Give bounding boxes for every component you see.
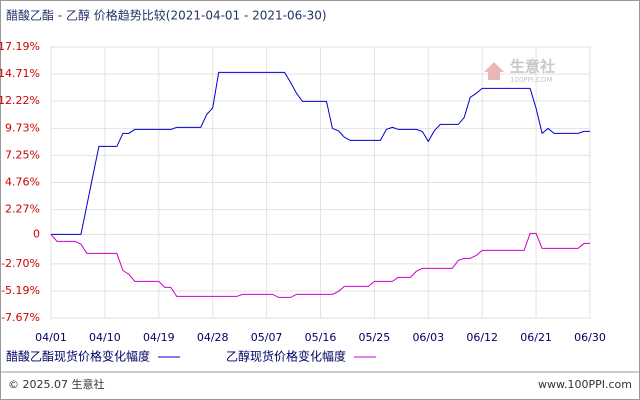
x-tick-label: 06/03 <box>412 331 444 344</box>
y-tick-label: -5.19% <box>1 284 40 297</box>
y-tick-label: 7.25% <box>5 148 40 161</box>
y-tick-label: 0 <box>33 227 40 240</box>
legend-label: 乙醇现货价格变化幅度 <box>226 349 346 364</box>
footer-copyright: © 2025.07 生意社 <box>8 377 104 391</box>
x-tick-label: 05/07 <box>251 331 283 344</box>
legend-label: 醋酸乙酯现货价格变化幅度 <box>6 349 150 364</box>
y-tick-label: -7.67% <box>1 311 40 324</box>
watermark: 生意社 100PPI.COM <box>484 58 555 84</box>
watermark-brand: 生意社 <box>510 58 555 76</box>
x-tick-label: 05/25 <box>359 331 391 344</box>
x-tick-label: 06/21 <box>520 331 552 344</box>
legend-item: 醋酸乙酯现货价格变化幅度 <box>6 349 181 364</box>
y-tick-label: 14.71% <box>0 67 40 80</box>
chart-title: 醋酸乙酯 - 乙醇 价格趋势比较(2021-04-01 - 2021-06-30… <box>6 8 327 23</box>
watermark-site: 100PPI.COM <box>510 76 553 84</box>
x-tick-label: 04/01 <box>35 331 67 344</box>
y-tick-label: -2.70% <box>1 257 40 270</box>
series-line <box>50 232 590 298</box>
footer-url: www.100PPI.com <box>538 378 632 391</box>
x-tick-label: 06/12 <box>466 331 498 344</box>
x-tick-label: 05/16 <box>305 331 337 344</box>
y-tick-label: 4.76% <box>5 176 40 189</box>
x-tick-label: 04/19 <box>143 331 175 344</box>
y-tick-label: 17.19% <box>0 40 40 53</box>
legend-item: 乙醇现货价格变化幅度 <box>226 349 377 364</box>
y-tick-label: 12.22% <box>0 94 40 107</box>
x-tick-label: 04/28 <box>197 331 229 344</box>
x-tick-label: 04/10 <box>89 331 121 344</box>
watermark-icon <box>484 62 504 80</box>
y-tick-label: 9.73% <box>5 121 40 134</box>
x-tick-label: 06/30 <box>574 331 606 344</box>
series-line <box>51 71 590 235</box>
y-tick-label: 2.27% <box>5 203 40 216</box>
